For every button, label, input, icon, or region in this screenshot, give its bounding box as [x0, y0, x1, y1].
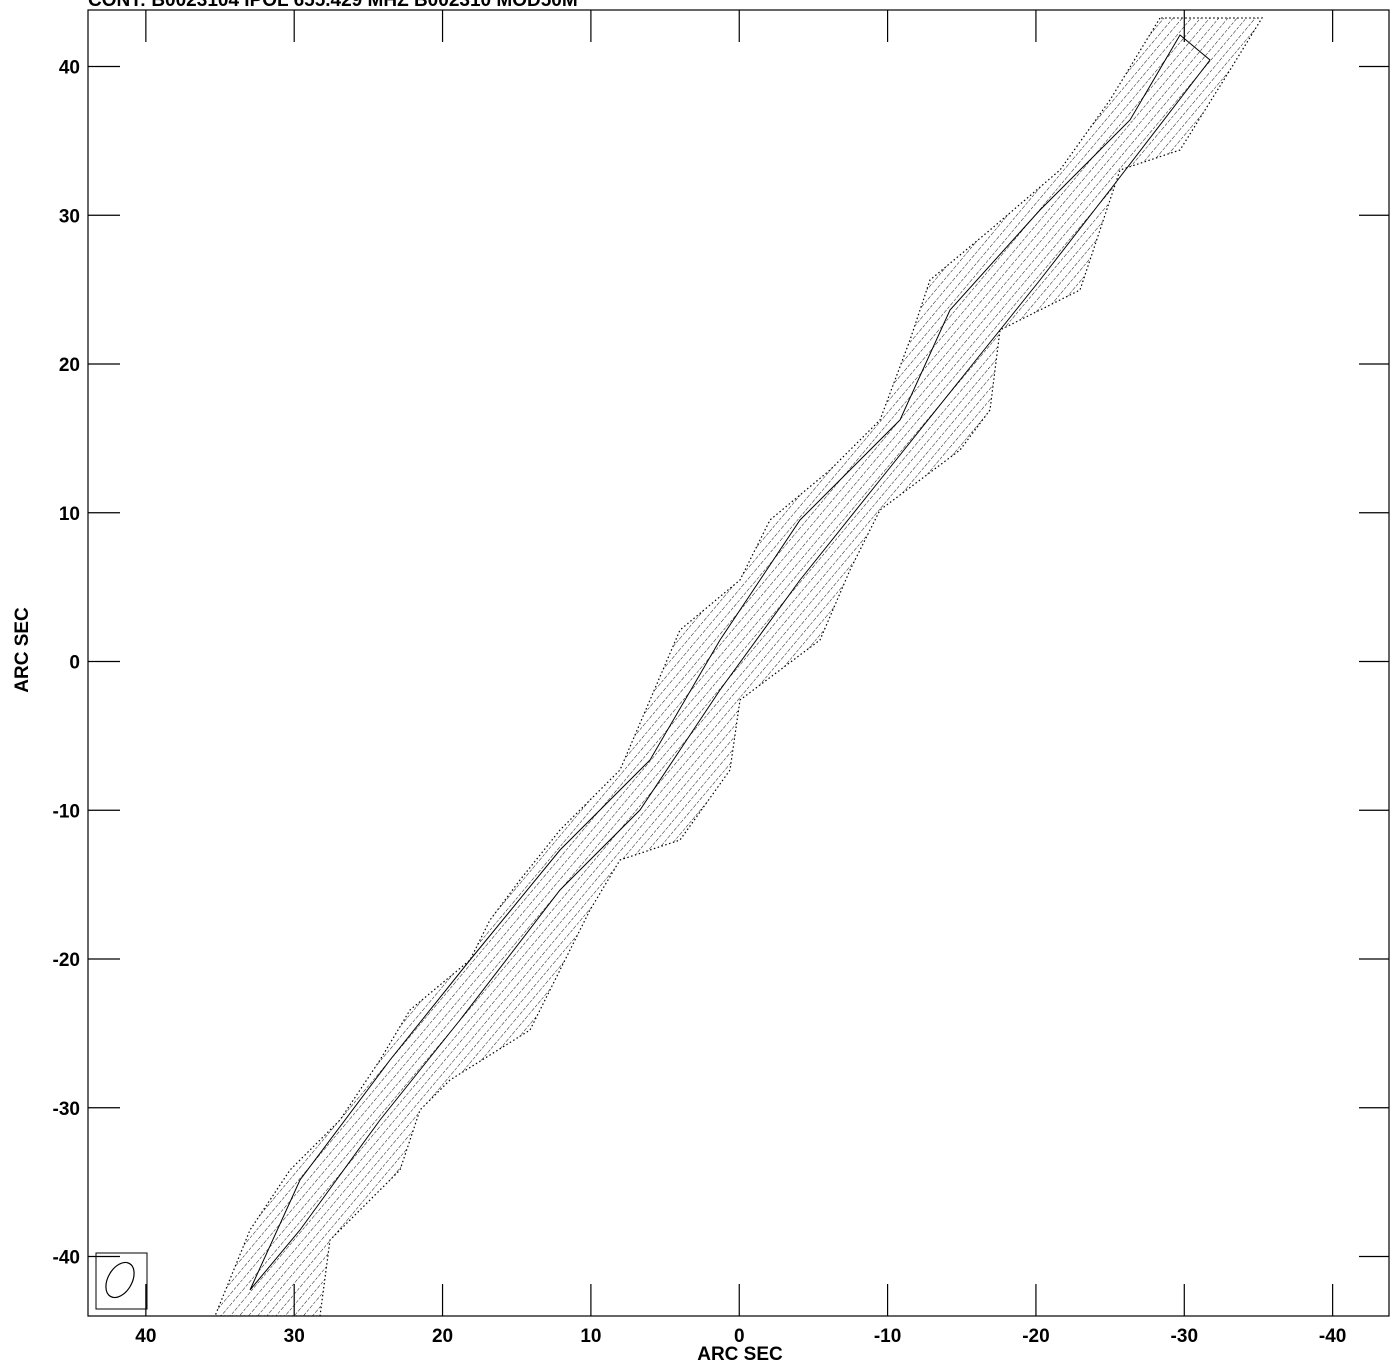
x-tick-label: -40	[1319, 1326, 1346, 1347]
x-tick-label: -10	[874, 1326, 901, 1347]
y-axis-label: ARC SEC	[12, 607, 33, 693]
y-tick-label: 30	[59, 206, 80, 227]
x-tick-label: 0	[734, 1326, 745, 1347]
chart-title: CONT: B0023104 IPOL 655.429 MHZ B002310 …	[88, 0, 578, 11]
x-tick-label: 40	[135, 1326, 156, 1347]
y-tick-label: 40	[59, 58, 80, 79]
y-tick-label: -30	[53, 1099, 80, 1120]
y-tick-label: 10	[59, 504, 80, 525]
x-axis-label: ARC SEC	[697, 1344, 783, 1365]
x-tick-label: -20	[1022, 1326, 1049, 1347]
y-tick-label: 20	[59, 355, 80, 376]
plot-frame	[87, 9, 1390, 1317]
y-tick-label: 0	[69, 653, 80, 674]
x-tick-label: 30	[284, 1326, 305, 1347]
contour-band	[214, 17, 1264, 1316]
y-tick-label: -10	[53, 801, 80, 822]
beam	[95, 1252, 148, 1310]
y-tick-label: -40	[53, 1248, 80, 1269]
y-tick-label: -20	[53, 950, 80, 971]
x-tick-label: -30	[1171, 1326, 1198, 1347]
x-tick-label: 20	[432, 1326, 453, 1347]
x-tick-label: 10	[580, 1326, 601, 1347]
